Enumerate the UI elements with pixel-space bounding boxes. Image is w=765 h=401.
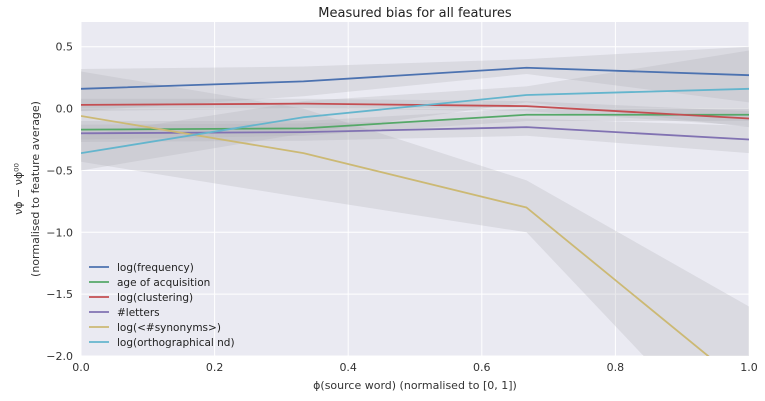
y-tick-label: 0.0 <box>56 103 74 116</box>
y-tick-labels: 0.5 0.0 −0.5 −1.0 −1.5 −2.0 <box>46 41 73 363</box>
series-line <box>81 87 749 155</box>
series-line <box>81 66 749 90</box>
confidence-bands <box>81 46 749 356</box>
x-tick-label: 0.6 <box>473 361 491 374</box>
confidence-band <box>81 118 749 154</box>
confidence-band <box>81 71 749 356</box>
y-tick-label: −1.5 <box>46 288 73 301</box>
legend-label: log(orthographical nd) <box>117 337 235 349</box>
x-tick-label: 1.0 <box>740 361 758 374</box>
series-line <box>81 126 749 141</box>
chart-title: Measured bias for all features <box>318 6 512 21</box>
x-tick-labels: 0.0 0.2 0.4 0.6 0.8 1.0 <box>72 361 758 374</box>
confidence-band <box>81 98 749 126</box>
legend-label: #letters <box>117 307 160 319</box>
series-line <box>81 102 749 120</box>
x-tick-label: 0.8 <box>607 361 625 374</box>
y-tick-label: −2.0 <box>46 350 73 363</box>
series-line <box>81 113 749 131</box>
plot-area <box>81 22 749 356</box>
y-axis-label-line1: νϕ − νϕ⁰⁰ <box>12 163 25 215</box>
legend-label: log(clustering) <box>117 292 193 304</box>
x-axis-label: ϕ(source word) (normalised to [0, 1]) <box>313 379 517 392</box>
legend-label: log(<#synonyms>) <box>117 322 221 334</box>
series-lines <box>81 66 749 356</box>
legend-label: log(frequency) <box>117 262 194 274</box>
y-axis-label-line2: (normalised to feature average) <box>29 101 42 277</box>
y-tick-label: −0.5 <box>46 164 73 177</box>
grid <box>80 22 750 357</box>
x-tick-label: 0.2 <box>206 361 224 374</box>
x-tick-label: 0.4 <box>339 361 357 374</box>
x-tick-label: 0.0 <box>72 361 90 374</box>
confidence-band <box>81 46 749 112</box>
y-tick-label: −1.0 <box>46 226 73 239</box>
legend: log(frequency) age of acquisition log(clus… <box>89 262 235 349</box>
confidence-band <box>81 50 749 171</box>
legend-label: age of acquisition <box>117 277 210 289</box>
y-tick-label: 0.5 <box>56 41 74 54</box>
